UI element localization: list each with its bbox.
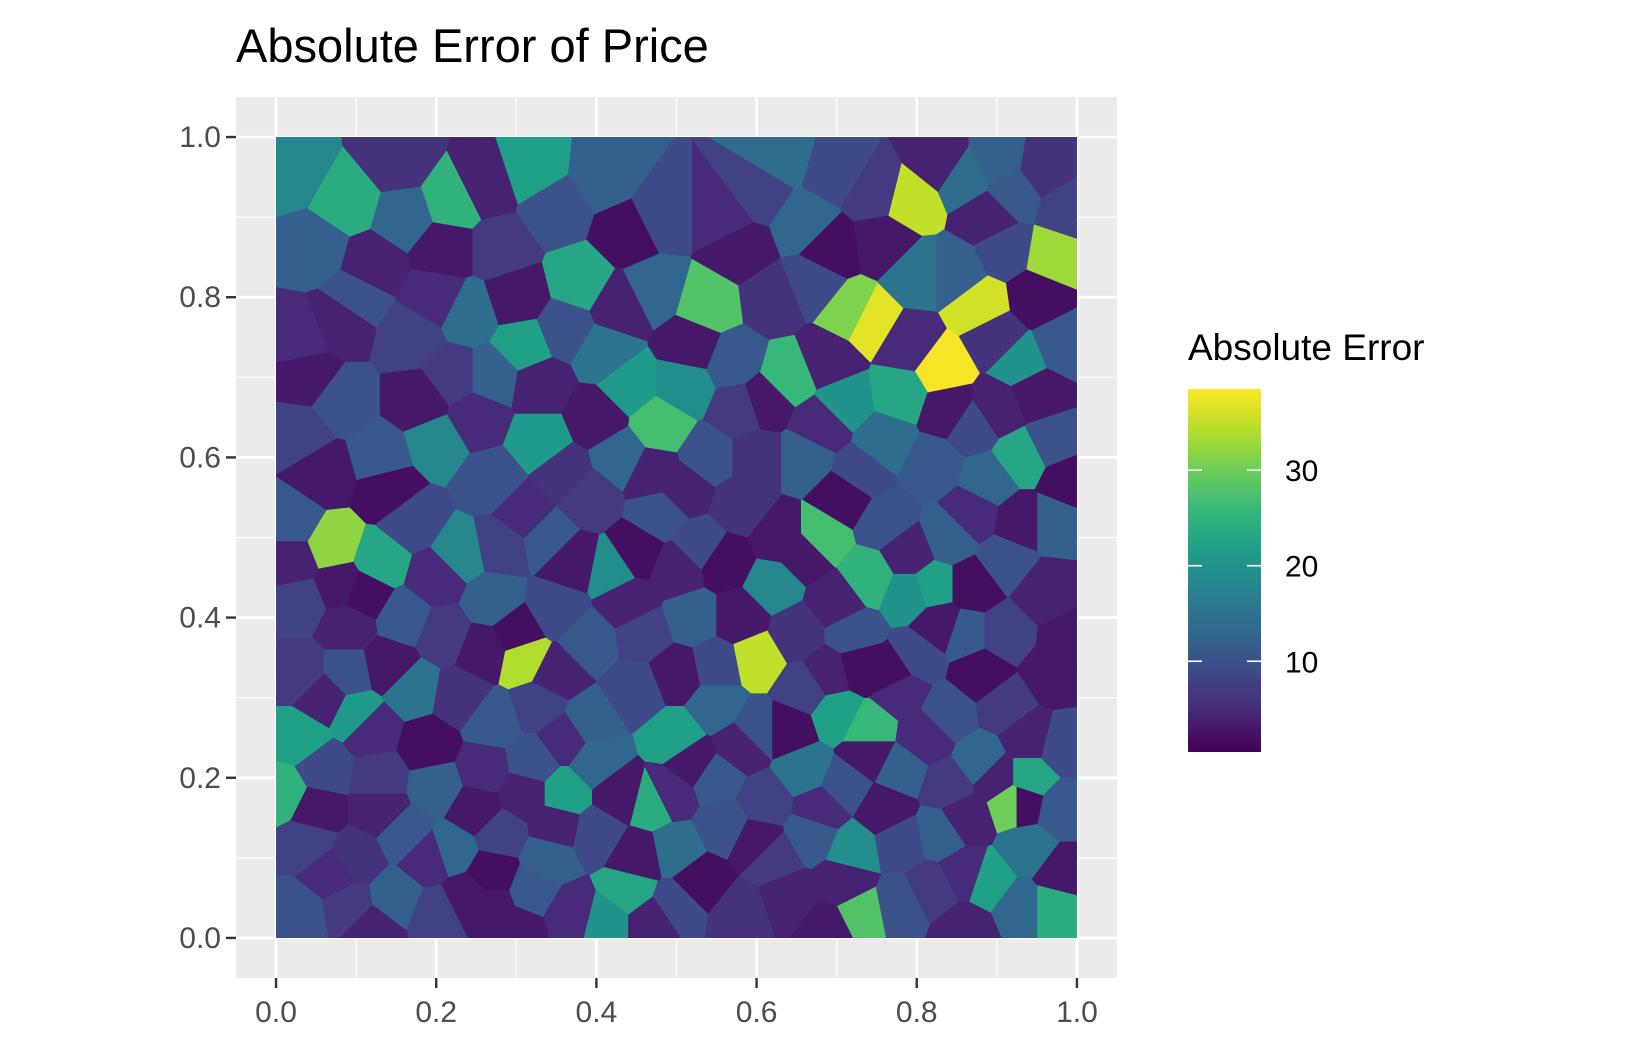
chart-title: Absolute Error of Price — [236, 19, 709, 72]
voronoi-cell — [622, 447, 680, 500]
voronoi-cell — [802, 643, 851, 696]
colorbar-ticks: 10 20 30 — [1188, 455, 1318, 679]
voronoi-cell — [511, 357, 580, 414]
voronoi-cell — [716, 586, 772, 645]
voronoi-cell — [349, 465, 431, 525]
voronoi-cell — [772, 699, 820, 760]
voronoi-cell — [603, 825, 662, 881]
voronoi-cell — [313, 561, 359, 610]
voronoi-cell — [1031, 841, 1077, 896]
voronoi-cell — [1034, 176, 1077, 239]
voronoi-cell — [727, 818, 784, 876]
voronoi-cell — [363, 635, 421, 697]
voronoi-cell — [305, 288, 377, 362]
voronoi-cell — [799, 211, 862, 279]
voronoi-cell — [791, 786, 853, 830]
voronoi-cell — [403, 546, 467, 608]
y-tick-label: 0.8 — [179, 281, 221, 314]
voronoi-cell — [396, 713, 464, 771]
voronoi-cell — [648, 642, 701, 706]
voronoi-cell — [527, 805, 580, 848]
voronoi-cell — [802, 470, 872, 530]
voronoi-cell — [1034, 454, 1077, 509]
voronoi-cell — [708, 137, 816, 189]
colorbar — [1188, 389, 1261, 752]
voronoi-cell — [952, 554, 1008, 613]
voronoi-cell — [536, 712, 586, 767]
voronoi-cell — [852, 782, 921, 836]
voronoi-cell — [561, 382, 630, 450]
voronoi-cell — [853, 215, 923, 282]
voronoi-cells — [276, 137, 1077, 938]
legend-title: Absolute Error — [1188, 327, 1425, 368]
voronoi-cell — [794, 322, 872, 390]
voronoi-cell — [294, 848, 356, 900]
colorbar-tick-label: 20 — [1285, 551, 1318, 584]
voronoi-cell — [534, 529, 599, 594]
x-tick-label: 1.0 — [1056, 996, 1098, 1029]
legend: Absolute Error 10 20 30 — [1188, 327, 1425, 752]
x-tick-label: 0.4 — [576, 996, 618, 1029]
voronoi-cell — [789, 899, 853, 938]
y-tick-label: 0.2 — [179, 762, 221, 795]
voronoi-cell — [973, 752, 1014, 803]
axes: 0.0 0.2 0.4 0.6 0.8 1.0 0.0 0.2 0.4 0.6 0.8 1.0 — [179, 121, 1098, 1029]
voronoi-cell — [968, 137, 1026, 186]
voronoi-cell — [1005, 269, 1077, 331]
voronoi-cell — [785, 394, 853, 454]
voronoi-cell — [945, 648, 1018, 703]
voronoi-cell — [628, 896, 681, 938]
voronoi-cell — [1016, 786, 1044, 828]
voronoi-cell — [483, 906, 550, 938]
voronoi-cell — [944, 190, 1019, 246]
voronoi-cell — [648, 540, 705, 602]
voronoi-cell — [291, 673, 346, 729]
x-tick-label: 0.0 — [255, 996, 297, 1029]
voronoi-cell — [1035, 607, 1077, 666]
colorbar-tick-label: 10 — [1285, 646, 1318, 679]
voronoi-cell — [690, 222, 781, 286]
voronoi-cell — [647, 314, 721, 370]
voronoi-cell — [972, 373, 1027, 439]
voronoi-cell — [870, 307, 947, 372]
voronoi-cell — [895, 709, 956, 767]
voronoi-cell — [276, 351, 346, 407]
voronoi-cell — [446, 392, 515, 454]
voronoi-cell — [589, 267, 654, 342]
voronoi-cell — [542, 874, 596, 938]
voronoi-cell — [454, 741, 510, 794]
voronoi-cell — [532, 641, 597, 701]
voronoi-cell — [924, 901, 1002, 938]
voronoi-cell — [644, 761, 700, 823]
voronoi-cell — [441, 871, 485, 938]
y-tick-label: 0.0 — [179, 922, 221, 955]
voronoi-cell — [747, 494, 801, 563]
voronoi-cell — [840, 642, 884, 698]
voronoi-cell — [1010, 368, 1077, 425]
y-tick-label: 0.6 — [179, 441, 221, 474]
x-tick-label: 0.8 — [896, 996, 938, 1029]
y-tick-label: 1.0 — [179, 121, 221, 154]
voronoi-cell — [492, 601, 546, 652]
voronoi-cell — [347, 793, 411, 839]
y-tick-label: 0.4 — [179, 602, 221, 635]
voronoi-cell — [802, 567, 867, 628]
voronoi-cell — [339, 905, 409, 938]
x-tick-label: 0.6 — [736, 996, 778, 1029]
voronoi-cell — [879, 520, 935, 574]
voronoi-cell — [340, 229, 411, 298]
x-tick-label: 0.2 — [415, 996, 457, 1029]
voronoi-cell — [491, 477, 557, 539]
voronoi-cell — [662, 734, 717, 788]
voronoi-cell — [483, 261, 551, 326]
colorbar-tick-label: 30 — [1285, 455, 1318, 488]
